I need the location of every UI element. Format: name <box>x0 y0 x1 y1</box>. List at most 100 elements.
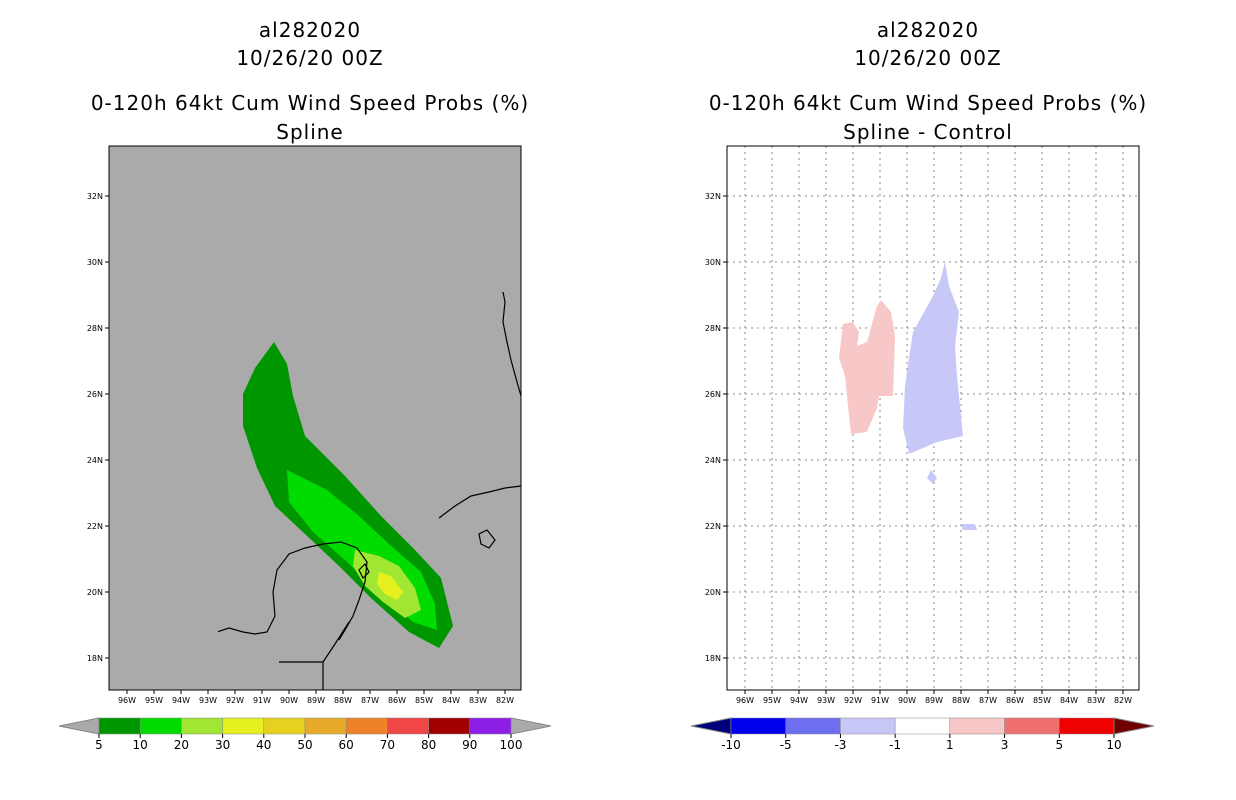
lon-label: 89W <box>307 696 325 705</box>
colorbar-swatch <box>428 717 471 735</box>
lon-label: 86W <box>1006 696 1024 705</box>
left-lon-labels: 96W 95W 94W 93W 92W 91W 90W 89W 88W 87W 86W 85W 84W 8… <box>118 690 514 705</box>
colorbar-label: 3 <box>1001 738 1009 752</box>
colorbar-swatch <box>98 717 141 735</box>
right-subtitle: Spline - Control <box>843 120 1013 144</box>
colorbar-label: 100 <box>500 738 523 752</box>
colorbar-label: 60 <box>339 738 354 752</box>
left-map: 32N 30N 28N 26N 24N 22N 20N 18N 96W 95W 94W 93W 92W… <box>87 145 522 705</box>
colorbar-label: 10 <box>1106 738 1121 752</box>
lon-label: 82W <box>496 696 514 705</box>
lon-label: 92W <box>226 696 244 705</box>
lon-label: 87W <box>979 696 997 705</box>
colorbar-swatch <box>1059 717 1115 735</box>
lat-label: 22N <box>87 522 103 531</box>
left-subtitle: Spline <box>276 120 344 144</box>
lat-label: 24N <box>705 456 721 465</box>
colorbar-min-arrow <box>58 717 100 735</box>
lat-label: 32N <box>87 192 103 201</box>
colorbar-swatch <box>840 717 896 735</box>
lon-label: 95W <box>145 696 163 705</box>
lon-label: 84W <box>1060 696 1078 705</box>
colorbar-label: 30 <box>215 738 230 752</box>
colorbar-swatch <box>785 717 841 735</box>
colorbar-label: -10 <box>721 738 741 752</box>
colorbar-max-arrow <box>510 717 552 735</box>
colorbar-label: -5 <box>780 738 792 752</box>
right-colorbar: -10 -5 -3 -1 1 3 5 10 <box>690 717 1155 752</box>
lat-label: 28N <box>705 324 721 333</box>
colorbar-label: -3 <box>834 738 846 752</box>
colorbar-label: 20 <box>174 738 189 752</box>
colorbar-swatch <box>894 717 951 735</box>
colorbar-swatch <box>387 717 429 735</box>
colorbar-label: 40 <box>256 738 271 752</box>
lat-label: 20N <box>87 588 103 597</box>
colorbar-label: 80 <box>421 738 436 752</box>
lat-label: 32N <box>705 192 721 201</box>
lat-label: 26N <box>705 390 721 399</box>
diff-negative-small <box>927 470 937 484</box>
colorbar-swatch <box>949 717 1005 735</box>
lon-label: 95W <box>763 696 781 705</box>
right-lat-labels: 32N 30N 28N 26N 24N 22N 20N 18N <box>705 192 727 663</box>
left-map-frame <box>108 145 522 691</box>
left-product-title: 0-120h 64kt Cum Wind Speed Probs (%) <box>90 91 530 115</box>
colorbar-label: 1 <box>946 738 954 752</box>
lon-label: 88W <box>952 696 970 705</box>
lat-label: 26N <box>87 390 103 399</box>
lon-label: 86W <box>388 696 406 705</box>
diff-negative-small-2 <box>961 524 977 530</box>
colorbar-swatch <box>469 717 512 735</box>
lon-label: 94W <box>172 696 190 705</box>
colorbar-label: 90 <box>462 738 477 752</box>
lat-label: 24N <box>87 456 103 465</box>
colorbar-swatch <box>345 717 388 735</box>
lon-label: 93W <box>199 696 217 705</box>
lat-label: 20N <box>705 588 721 597</box>
prob-contour-30 <box>377 572 403 600</box>
lat-label: 28N <box>87 324 103 333</box>
left-storm-id: al282020 <box>258 18 362 42</box>
lon-label: 83W <box>469 696 487 705</box>
lon-label: 94W <box>790 696 808 705</box>
lat-label: 30N <box>705 258 721 267</box>
lat-label: 22N <box>705 522 721 531</box>
lon-label: 96W <box>736 696 754 705</box>
lon-label: 84W <box>442 696 460 705</box>
colorbar-label: 5 <box>1055 738 1063 752</box>
lon-label: 92W <box>844 696 862 705</box>
left-map-background <box>109 146 521 690</box>
colorbar-max-arrow <box>1113 717 1155 735</box>
lon-label: 91W <box>253 696 271 705</box>
diff-negative-area <box>903 262 963 454</box>
colorbar-label: -1 <box>889 738 901 752</box>
lon-label: 85W <box>415 696 433 705</box>
colorbar-swatch <box>263 717 306 735</box>
left-colorbar: 5 10 20 30 40 50 60 70 80 90 100 <box>58 717 552 752</box>
colorbar-swatch <box>139 717 182 735</box>
lon-label: 91W <box>871 696 889 705</box>
lon-label: 88W <box>334 696 352 705</box>
lat-label: 30N <box>87 258 103 267</box>
lon-label: 90W <box>898 696 916 705</box>
lon-label: 93W <box>817 696 835 705</box>
colorbar-min-arrow <box>690 717 732 735</box>
right-storm-id: al282020 <box>876 18 980 42</box>
right-lon-labels: 96W 95W 94W 93W 92W 91W 90W 89W 88W 87W 86W 85W 84W 8… <box>736 690 1132 705</box>
colorbar-swatch <box>1004 717 1060 735</box>
colorbar-label: 50 <box>297 738 312 752</box>
lon-label: 96W <box>118 696 136 705</box>
left-datetime: 10/26/20 00Z <box>236 46 384 70</box>
colorbar-swatch <box>730 717 786 735</box>
colorbar-label: 10 <box>133 738 148 752</box>
lon-label: 90W <box>280 696 298 705</box>
lat-label: 18N <box>87 654 103 663</box>
lon-label: 89W <box>925 696 943 705</box>
diff-positive-area <box>839 300 895 434</box>
lon-label: 87W <box>361 696 379 705</box>
lon-label: 83W <box>1087 696 1105 705</box>
right-map: 32N 30N 28N 26N 24N 22N 20N 18N 96W 95W 94W 93W 92W… <box>705 145 1140 705</box>
left-lat-labels: 32N 30N 28N 26N 24N 22N 20N 18N <box>87 192 109 663</box>
